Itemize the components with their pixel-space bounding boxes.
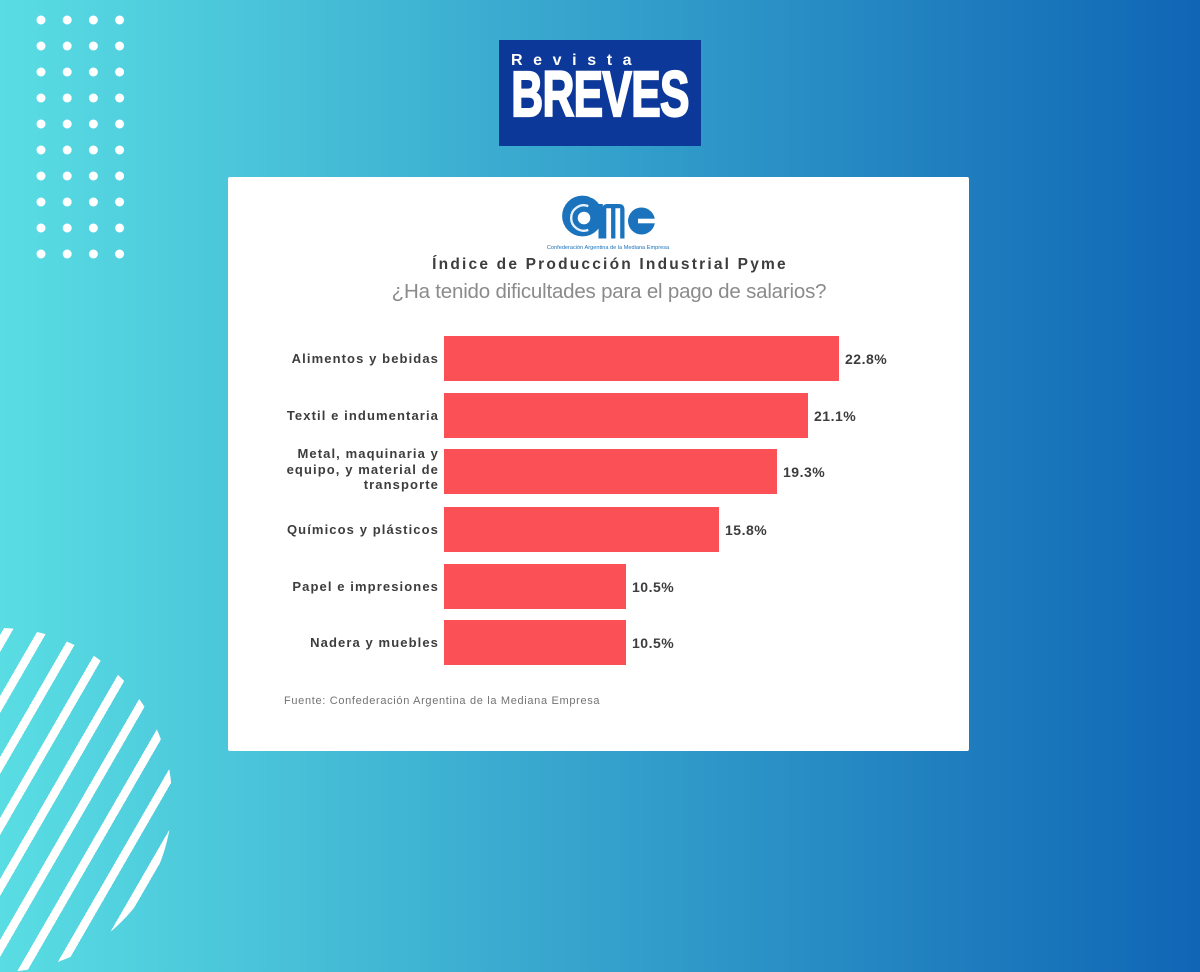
svg-text:Confederación Argentina de la: Confederación Argentina de la Mediana Em… xyxy=(547,245,670,251)
